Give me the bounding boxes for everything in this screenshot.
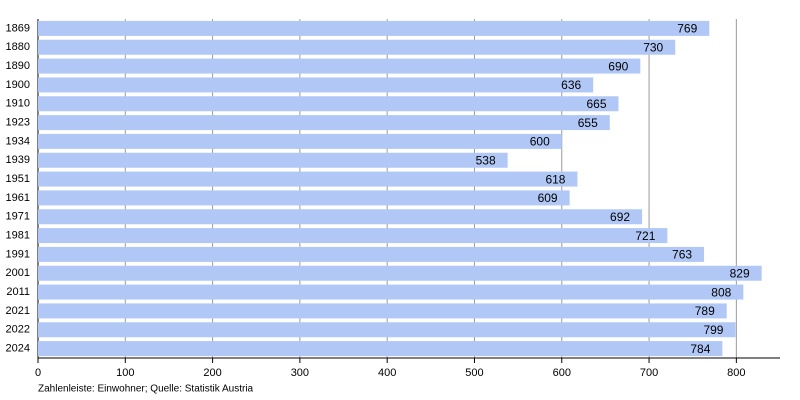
y-tick-label: 1981 bbox=[6, 229, 30, 241]
value-label: 808 bbox=[711, 285, 731, 299]
value-label: 799 bbox=[703, 323, 723, 337]
bar bbox=[38, 246, 705, 262]
y-tick-label: 1991 bbox=[6, 248, 30, 260]
bar bbox=[38, 115, 610, 131]
value-label: 600 bbox=[530, 135, 550, 149]
bar bbox=[38, 228, 668, 244]
x-tick-label: 0 bbox=[35, 367, 41, 379]
value-label: 721 bbox=[635, 229, 655, 243]
y-tick-label: 1951 bbox=[6, 173, 30, 185]
x-tick-label: 700 bbox=[640, 367, 658, 379]
y-tick-label: 1900 bbox=[6, 79, 30, 91]
bar bbox=[38, 284, 744, 300]
y-tick-label: 1971 bbox=[6, 211, 30, 223]
y-tick-label: 2011 bbox=[6, 286, 30, 298]
bar bbox=[38, 96, 619, 112]
bar bbox=[38, 265, 762, 281]
bar bbox=[38, 77, 594, 93]
value-label: 636 bbox=[561, 78, 581, 92]
value-label: 665 bbox=[586, 97, 606, 111]
bar bbox=[38, 190, 570, 206]
bar bbox=[38, 152, 508, 168]
y-tick-label: 2001 bbox=[6, 267, 30, 279]
y-tick-label: 1890 bbox=[6, 60, 30, 72]
value-label: 789 bbox=[695, 304, 715, 318]
bar bbox=[38, 171, 578, 187]
bar bbox=[38, 39, 676, 55]
y-tick-label: 1939 bbox=[6, 154, 30, 166]
y-tick-label: 2024 bbox=[6, 342, 30, 354]
y-tick-label: 1880 bbox=[6, 41, 30, 53]
value-label: 769 bbox=[677, 22, 697, 36]
x-tick-label: 500 bbox=[465, 367, 483, 379]
y-tick-label: 1961 bbox=[6, 192, 30, 204]
source-note: Zahlenleiste: Einwohner; Quelle: Statist… bbox=[38, 384, 254, 395]
bar bbox=[38, 303, 727, 319]
value-label: 609 bbox=[538, 191, 558, 205]
value-label: 763 bbox=[672, 248, 692, 262]
x-tick-label: 400 bbox=[378, 367, 396, 379]
x-tick-label: 800 bbox=[727, 367, 745, 379]
bar bbox=[38, 341, 723, 357]
bar bbox=[38, 133, 562, 149]
value-label: 690 bbox=[608, 59, 628, 73]
bar bbox=[38, 322, 736, 338]
value-label: 538 bbox=[476, 153, 496, 167]
y-tick-label: 1910 bbox=[6, 98, 30, 110]
y-tick-label: 2022 bbox=[6, 324, 30, 336]
x-tick-label: 200 bbox=[203, 367, 221, 379]
y-tick-label: 2021 bbox=[6, 305, 30, 317]
bar bbox=[38, 209, 643, 225]
value-label: 730 bbox=[643, 40, 663, 54]
x-tick-label: 300 bbox=[291, 367, 309, 379]
y-tick-label: 1923 bbox=[6, 116, 30, 128]
value-label: 655 bbox=[578, 116, 598, 130]
value-label: 692 bbox=[610, 210, 630, 224]
bar bbox=[38, 20, 710, 36]
value-label: 784 bbox=[690, 342, 710, 356]
y-tick-label: 1869 bbox=[6, 22, 30, 34]
x-tick-label: 600 bbox=[553, 367, 571, 379]
value-label: 618 bbox=[545, 172, 565, 186]
x-tick-label: 100 bbox=[116, 367, 134, 379]
value-label: 829 bbox=[730, 266, 750, 280]
bar bbox=[38, 58, 641, 74]
y-tick-label: 1934 bbox=[6, 135, 30, 147]
